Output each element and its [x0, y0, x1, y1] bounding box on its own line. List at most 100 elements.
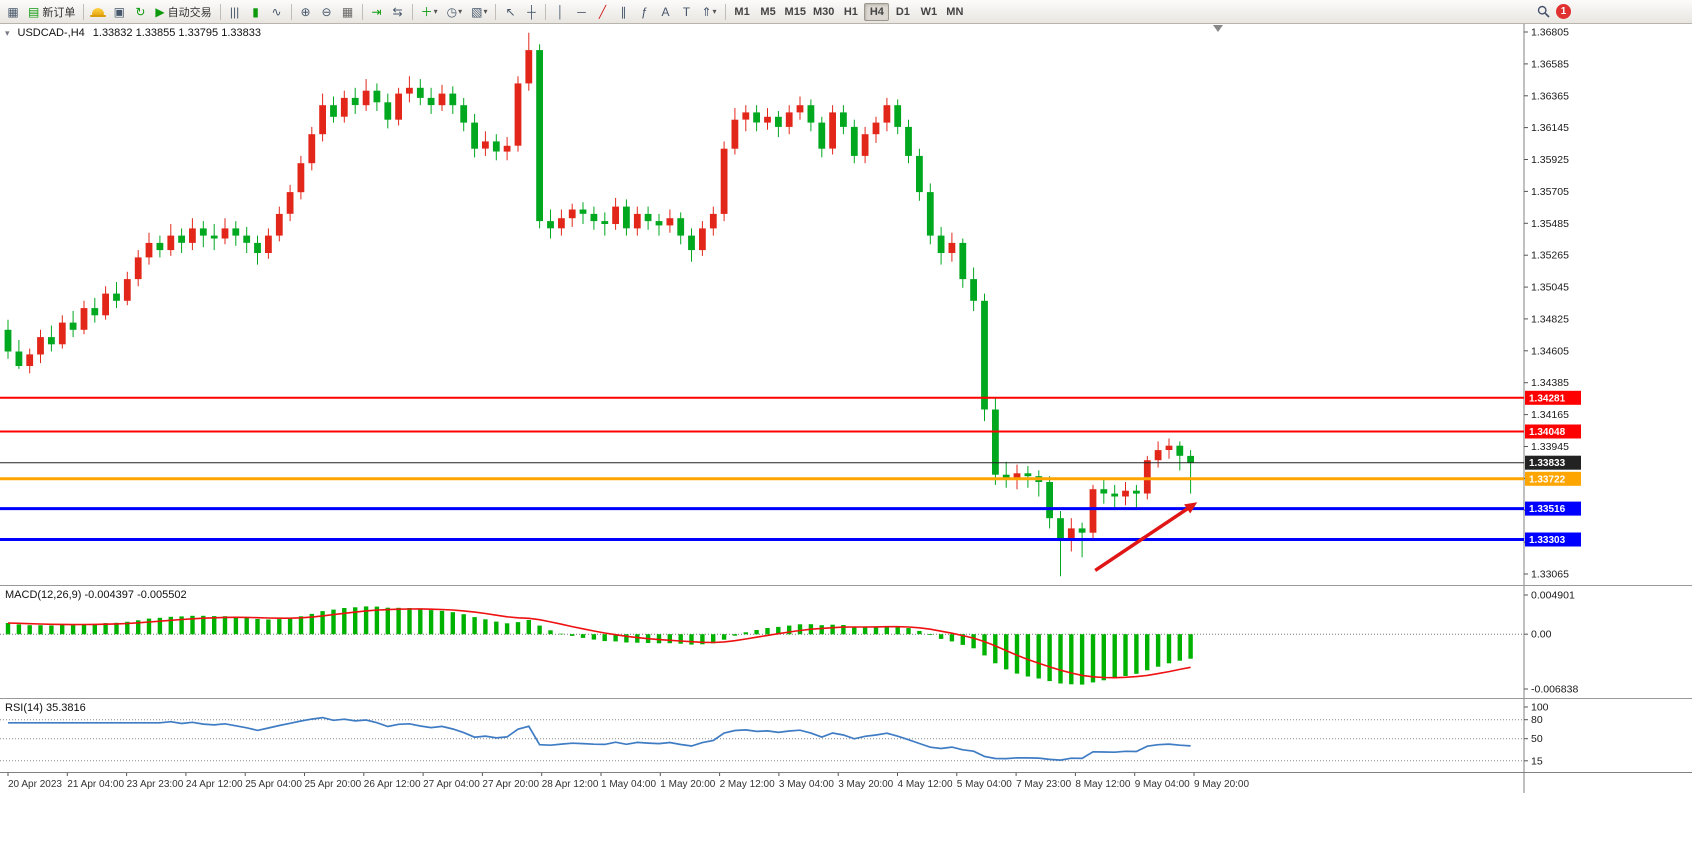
auto-scroll-button[interactable]: ⇥ [367, 2, 387, 22]
indicators-button[interactable]: ＋ ▾ [417, 2, 442, 22]
timeframe-button-m15[interactable]: M15 [782, 3, 809, 21]
new-chart-icon: ▦ [7, 4, 19, 19]
svg-text:1.33722: 1.33722 [1529, 474, 1566, 485]
svg-text:0.004901: 0.004901 [1531, 590, 1575, 602]
text-label-icon: T [682, 4, 691, 19]
svg-text:1.34281: 1.34281 [1529, 393, 1566, 404]
templates-button[interactable]: ▧ ▾ [467, 2, 491, 22]
timeframe-button-m5[interactable]: M5 [756, 3, 781, 21]
zoom-in-button[interactable]: ⊕ [296, 2, 316, 22]
bar-chart-icon: ||| [229, 4, 240, 19]
toolbar-separator [545, 3, 547, 20]
new-order-button[interactable]: ▤ 新订单 [24, 2, 79, 22]
svg-text:1.35705: 1.35705 [1531, 186, 1569, 198]
svg-text:26 Apr 12:00: 26 Apr 12:00 [364, 779, 421, 790]
timeframe-button-h1[interactable]: H1 [838, 3, 863, 21]
search-icon[interactable] [1537, 5, 1550, 18]
toolbar-right-group: 1 [1537, 4, 1571, 19]
svg-text:1.36805: 1.36805 [1531, 27, 1569, 39]
toolbar-separator [290, 3, 292, 20]
refresh-icon: ↻ [135, 4, 146, 19]
svg-text:0.00: 0.00 [1531, 629, 1552, 641]
svg-text:1.33945: 1.33945 [1531, 441, 1569, 453]
chart-shift-button[interactable]: ⇆ [388, 2, 408, 22]
periods-button[interactable]: ◷ ▾ [443, 2, 467, 22]
auto-trading-label: 自动交易 [167, 6, 212, 19]
chart-title: ▾ USDCAD-,H4 1.33832 1.33855 1.33795 1.3… [5, 27, 261, 39]
trendline-button[interactable]: ╱ [592, 2, 612, 22]
profile-button[interactable]: ▣ [109, 2, 129, 22]
svg-text:1.33303: 1.33303 [1529, 535, 1566, 546]
indicators-plus-icon: ＋ [420, 4, 433, 19]
svg-text:5 May 04:00: 5 May 04:00 [957, 779, 1012, 790]
chart-shift-icon: ⇆ [392, 4, 403, 19]
main-toolbar: ▦ ▤ 新订单 ▣ ↻ ▶ 自动交易 ||| ▮ ∿ ⊕ ⊖ ▦ ⇥ ⇆ ＋ ▾ … [0, 0, 1692, 24]
horizontal-line-button[interactable]: ─ [571, 2, 591, 22]
notification-badge[interactable]: 1 [1556, 4, 1571, 19]
svg-text:1.34048: 1.34048 [1529, 427, 1566, 438]
crosshair-button[interactable]: ┼ [521, 2, 541, 22]
refresh-button[interactable]: ↻ [130, 2, 150, 22]
svg-text:1 May 20:00: 1 May 20:00 [660, 779, 715, 790]
svg-text:20 Apr 2023: 20 Apr 2023 [8, 779, 62, 790]
timeframe-group: M1 M5 M15 M30 H1 H4 D1 W1 MN [730, 2, 968, 21]
macd-chart-canvas[interactable]: 0.004901 0.00 -0.006838 [0, 586, 1692, 698]
equidistant-channel-button[interactable]: ∥ [613, 2, 633, 22]
svg-text:15: 15 [1531, 755, 1543, 767]
text-button[interactable]: A [655, 2, 675, 22]
candlestick-chart-button[interactable]: ▮ [246, 2, 266, 22]
metaeditor-button[interactable] [88, 2, 108, 22]
svg-text:1.36585: 1.36585 [1531, 58, 1569, 70]
tile-windows-button[interactable]: ▦ [338, 2, 358, 22]
timeframe-button-m1[interactable]: M1 [730, 3, 755, 21]
zoom-out-button[interactable]: ⊖ [317, 2, 337, 22]
timeframe-button-w1[interactable]: W1 [916, 3, 941, 21]
fibonacci-button[interactable]: ƒ [634, 2, 654, 22]
timeframe-button-h4[interactable]: H4 [864, 2, 890, 21]
macd-pane: 0.004901 0.00 -0.006838 MACD(12,26,9) -0.0… [0, 585, 1692, 698]
crosshair-icon: ┼ [527, 4, 536, 19]
toolbar-separator [495, 3, 497, 20]
one-click-trading-toggle[interactable]: ▾ [5, 27, 10, 38]
chevron-down-icon: ▾ [433, 7, 438, 16]
time-axis-canvas: 20 Apr 2023 21 Apr 04:00 23 Apr 23:00 24 Ap… [7, 773, 1525, 793]
cursor-button[interactable]: ↖ [500, 2, 520, 22]
arrows-button[interactable]: ⇑ ▾ [697, 2, 720, 22]
svg-text:1.35045: 1.35045 [1531, 282, 1569, 294]
text-label-button[interactable]: T [676, 2, 696, 22]
svg-text:80: 80 [1531, 714, 1543, 726]
toolbar-separator [361, 3, 363, 20]
line-chart-button[interactable]: ∿ [267, 2, 287, 22]
price-chart-canvas[interactable]: 1.36805 1.36585 1.36365 1.36145 1.35925 1.357… [0, 24, 1692, 585]
bar-chart-button[interactable]: ||| [225, 2, 245, 22]
svg-text:2 May 12:00: 2 May 12:00 [720, 779, 775, 790]
new-order-icon: ▤ [28, 4, 40, 19]
vertical-line-icon: │ [556, 4, 565, 19]
svg-text:21 Apr 04:00: 21 Apr 04:00 [67, 779, 124, 790]
templates-icon: ▧ [471, 4, 483, 19]
line-chart-icon: ∿ [271, 4, 282, 19]
svg-text:1.33833: 1.33833 [1529, 458, 1566, 469]
timeframe-button-mn[interactable]: MN [942, 3, 967, 21]
vertical-line-button[interactable]: │ [550, 2, 570, 22]
chevron-down-icon: ▾ [458, 7, 463, 16]
text-icon: A [661, 4, 670, 19]
chart-symbol-period: USDCAD-,H4 [17, 27, 85, 39]
chevron-down-icon: ▾ [712, 7, 717, 16]
auto-trading-button[interactable]: ▶ 自动交易 [151, 2, 215, 22]
svg-text:25 Apr 04:00: 25 Apr 04:00 [245, 779, 302, 790]
horizontal-line-icon: ─ [577, 4, 586, 19]
macd-label: MACD(12,26,9) -0.004397 -0.005502 [5, 589, 187, 601]
svg-text:1.34605: 1.34605 [1531, 345, 1569, 357]
timeframe-button-d1[interactable]: D1 [890, 3, 915, 21]
svg-text:1.36145: 1.36145 [1531, 122, 1569, 134]
zoom-in-icon: ⊕ [300, 4, 311, 19]
tile-windows-icon: ▦ [341, 4, 354, 19]
svg-text:1.34825: 1.34825 [1531, 313, 1569, 325]
timeframe-button-m30[interactable]: M30 [810, 3, 837, 21]
new-chart-button[interactable]: ▦ [3, 2, 23, 22]
time-axis[interactable]: 20 Apr 2023 21 Apr 04:00 23 Apr 23:00 24 Ap… [0, 772, 1692, 793]
new-order-label: 新订单 [42, 6, 76, 19]
periods-clock-icon: ◷ [446, 4, 458, 19]
